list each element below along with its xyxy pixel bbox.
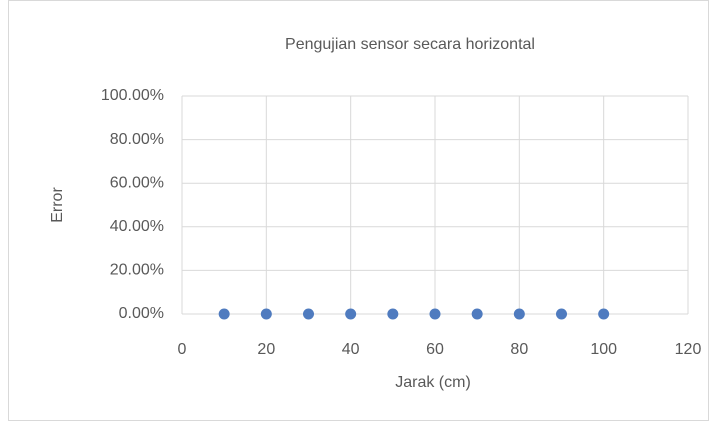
x-tick-label: 100 — [590, 341, 617, 358]
y-tick-label: 20.00% — [110, 262, 164, 279]
x-axis-label: Jarak (cm) — [395, 374, 471, 391]
y-axis-label: Error — [49, 187, 66, 223]
x-tick-label: 60 — [426, 341, 444, 358]
x-tick-label: 20 — [257, 341, 275, 358]
x-tick-label: 120 — [675, 341, 702, 358]
y-tick-label: 60.00% — [110, 174, 164, 191]
y-tick-label: 40.00% — [110, 218, 164, 235]
chart-title: Pengujian sensor secara horizontal — [285, 36, 535, 53]
point — [260, 308, 272, 320]
point — [387, 308, 399, 320]
x-tick-label: 40 — [342, 341, 360, 358]
y-tick-label: 0.00% — [119, 305, 164, 322]
y-tick-label: 100.00% — [101, 87, 164, 104]
point — [556, 308, 567, 320]
point — [218, 308, 230, 320]
x-tick-label: 0 — [178, 341, 187, 358]
point — [303, 308, 314, 320]
point — [429, 308, 441, 320]
point — [513, 308, 525, 320]
x-tick-label: 80 — [510, 341, 528, 358]
y-tick-label: 80.00% — [110, 131, 164, 148]
point — [471, 308, 483, 320]
point — [598, 308, 610, 320]
point — [345, 308, 357, 320]
chart-border — [8, 0, 709, 421]
